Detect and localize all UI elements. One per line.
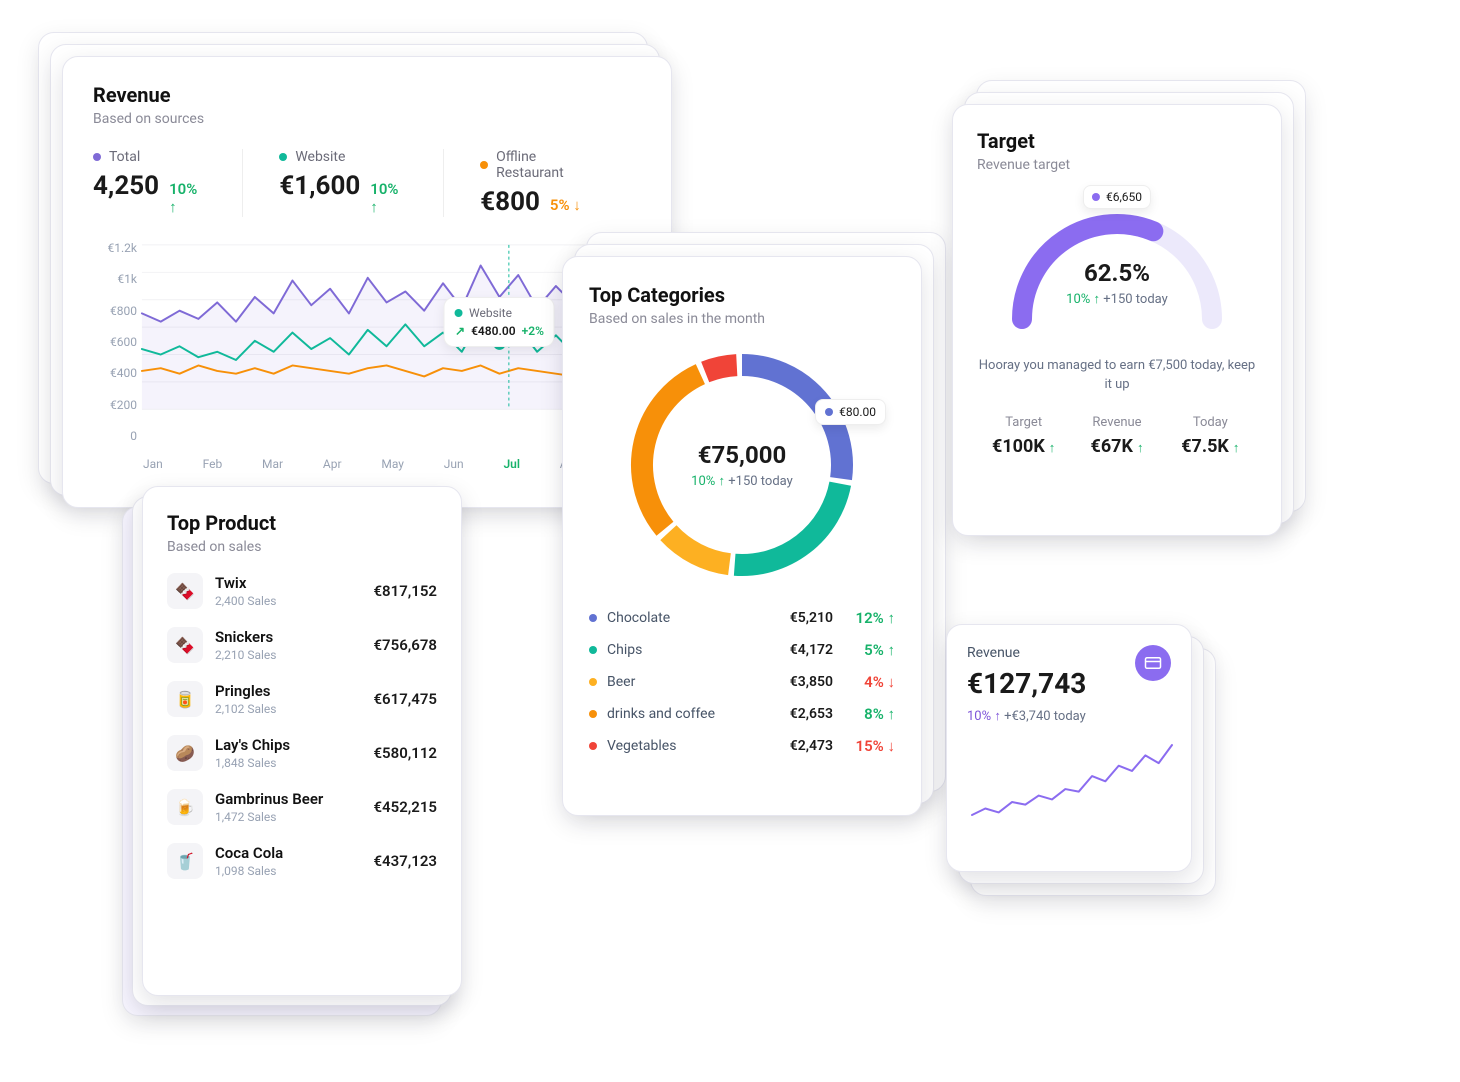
product-thumb: 🥤 [167,843,203,879]
revenue-chart: €1.2k€1k€800€600€400€2000 JanFebMarAprMa… [93,241,641,471]
tooltip-pct: +2% [522,324,544,338]
gauge-center-extra: +150 today [1103,292,1168,307]
donut-center-extra: +150 today [728,474,793,489]
product-thumb: 🍫 [167,573,203,609]
target-stat: Target€100K↑ [977,415,1070,457]
credit-card-icon [1144,654,1162,672]
target-title: Target [977,129,1257,153]
category-row[interactable]: Chocolate €5,21012% [589,609,895,627]
donut-center-pct: 10% [691,474,725,489]
tooltip-value: €480.00 [471,324,516,338]
category-row[interactable]: Beer €3,8504% [589,673,895,691]
revenue-title: Revenue [93,83,641,107]
categories-title: Top Categories [589,283,895,307]
top-product-card: Top Product Based on sales 🍫 Twix2,400 S… [142,486,462,996]
donut-tooltip: €80.00 [815,399,886,425]
tooltip-dot [825,408,833,416]
product-title: Top Product [167,511,437,535]
tooltip-label: Website [469,306,512,320]
category-row[interactable]: drinks and coffee €2,6538% [589,705,895,723]
chart-tooltip: Website ↗ €480.00 +2% [444,297,555,347]
revenue-metric: Offline Restaurant €8005% [480,149,641,217]
product-row[interactable]: 🍺 Gambrinus Beer1,472 Sales €452,215 [167,789,437,825]
product-row[interactable]: 🥤 Coca Cola1,098 Sales €437,123 [167,843,437,879]
revenue-subtitle: Based on sources [93,111,641,127]
product-list: 🍫 Twix2,400 Sales €817,152 🍫 Snickers2,21… [167,573,437,879]
tooltip-dot [455,309,463,317]
target-subtitle: Revenue target [977,157,1257,173]
donut-center: €75,000 10% +150 today [622,345,862,585]
product-row[interactable]: 🥫 Pringles2,102 Sales €617,475 [167,681,437,717]
mini-pct: 10% [967,709,1001,724]
gauge-chart: €6,650 62.5% 10% +150 today [997,189,1237,339]
category-row[interactable]: Vegetables €2,47315% [589,737,895,755]
gauge-center-pct: 10% [1066,292,1100,307]
product-thumb: 🥫 [167,681,203,717]
sparkline [967,740,1177,820]
mini-value: €127,743 [967,667,1086,700]
donut-chart: €75,000 10% +150 today €80.00 [622,345,862,585]
gauge-tooltip: €6,650 [1083,185,1151,209]
tooltip-dot [1092,193,1100,201]
revenue-line-chart [93,241,641,437]
categories-subtitle: Based on sales in the month [589,311,895,327]
product-row[interactable]: 🍫 Snickers2,210 Sales €756,678 [167,627,437,663]
target-stat: Today€7.5K↑ [1164,415,1257,457]
gauge-center-value: 62.5% [997,259,1237,287]
mini-label: Revenue [967,645,1086,661]
card-icon-button[interactable] [1135,645,1171,681]
top-categories-card: Top Categories Based on sales in the mon… [562,256,922,816]
target-card: Target Revenue target €6,650 62.5% 10% +… [952,104,1282,536]
category-row[interactable]: Chips €4,1725% [589,641,895,659]
mini-sub: 10% +€3,740 today [967,708,1171,724]
mini-revenue-card: Revenue €127,743 10% +€3,740 today [946,624,1192,872]
target-message: Hooray you managed to earn €7,500 today,… [977,357,1257,395]
tooltip-value: €6,650 [1106,190,1142,204]
revenue-metrics: Total 4,25010% Website €1,60010% Offline R… [93,149,641,217]
target-stat: Revenue€67K↑ [1070,415,1163,457]
donut-center-value: €75,000 [698,441,787,469]
product-thumb: 🍺 [167,789,203,825]
revenue-metric: Website €1,60010% [279,149,444,217]
trend-icon: ↗ [455,324,465,338]
target-stats: Target€100K↑Revenue€67K↑Today€7.5K↑ [977,415,1257,457]
product-thumb: 🥔 [167,735,203,771]
revenue-metric: Total 4,25010% [93,149,243,217]
product-row[interactable]: 🍫 Twix2,400 Sales €817,152 [167,573,437,609]
product-row[interactable]: 🥔 Lay's Chips1,848 Sales €580,112 [167,735,437,771]
gauge-center: 62.5% 10% +150 today [997,259,1237,307]
product-subtitle: Based on sales [167,539,437,555]
categories-list: Chocolate €5,21012% Chips €4,1725% Beer €3… [589,609,895,755]
product-thumb: 🍫 [167,627,203,663]
mini-extra: +€3,740 today [1004,709,1086,724]
tooltip-value: €80.00 [839,405,876,419]
